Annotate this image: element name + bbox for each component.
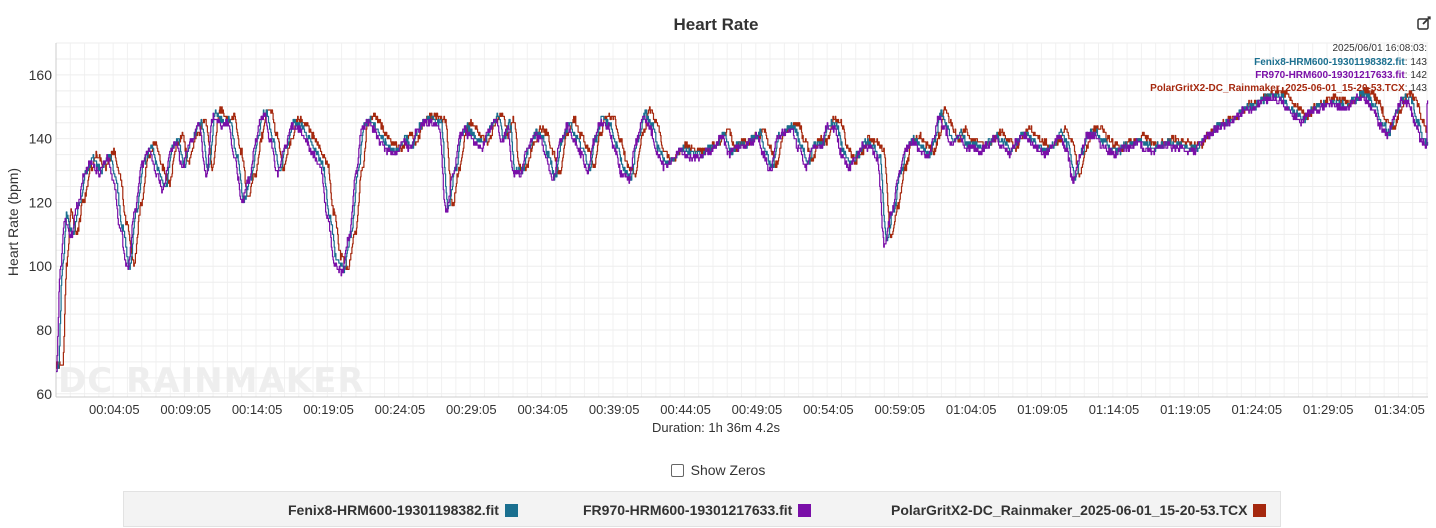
y-axis-label: Heart Rate (bpm) [5, 168, 21, 276]
y-tick-label: 120 [29, 194, 53, 210]
show-zeros-checkbox[interactable] [670, 464, 684, 477]
legend-swatch-polargritx2 [1253, 504, 1267, 517]
tooltip-series-name-2: PolarGritX2-DC_Rainmaker_2025-06-01_15-2… [1150, 83, 1405, 94]
legend-label-polargritx2: PolarGritX2-DC_Rainmaker_2025-06-01_15-2… [891, 502, 1248, 518]
x-tick-label: 01:09:05 [1017, 402, 1068, 417]
x-tick-label: 01:24:05 [1232, 402, 1283, 417]
x-tick-label: 00:14:05 [232, 402, 283, 417]
x-tick-label: 00:09:05 [160, 402, 211, 417]
chart-grid [55, 42, 1428, 398]
y-tick-label: 160 [29, 67, 53, 83]
x-tick-label: 00:34:05 [517, 402, 568, 417]
x-tick-label: 00:54:05 [803, 402, 854, 417]
x-axis-ticks: 00:04:05 00:09:05 00:14:05 00:19:05 00:24:05… [89, 402, 1425, 417]
x-tick-label: 01:14:05 [1089, 402, 1140, 417]
x-tick-label: 00:39:05 [589, 402, 640, 417]
series-line-1[interactable] [56, 93, 1429, 373]
x-axis-label: Duration: 1h 36m 4.2s [652, 420, 780, 435]
hover-tooltip: 2025/06/01 16:08:03: Fenix8-HRM600-19301… [1150, 43, 1427, 94]
legend-label-fr970: FR970-HRM600-19301217633.fit [583, 502, 793, 518]
x-tick-label: 00:19:05 [303, 402, 354, 417]
tooltip-value-1: 142 [1410, 70, 1427, 81]
legend-item-fenix8[interactable]: Fenix8-HRM600-19301198382.fit [288, 502, 518, 518]
tooltip-row-0: Fenix8-HRM600-19301198382.fit: 143 [1254, 57, 1427, 68]
x-tick-label: 01:29:05 [1303, 402, 1354, 417]
tooltip-value-0: 143 [1410, 57, 1427, 68]
x-tick-label: 00:59:05 [874, 402, 925, 417]
series-lines[interactable] [56, 87, 1429, 373]
tooltip-series-name-1: FR970-HRM600-19301217633.fit [1255, 70, 1405, 81]
legend-swatch-fr970 [798, 504, 812, 517]
x-tick-label: 01:34:05 [1374, 402, 1425, 417]
legend-item-fr970[interactable]: FR970-HRM600-19301217633.fit [583, 502, 812, 518]
tooltip-time: 2025/06/01 16:08:03: [1332, 43, 1427, 54]
tooltip-row-1: FR970-HRM600-19301217633.fit: 142 [1255, 70, 1427, 81]
x-tick-label: 01:04:05 [946, 402, 997, 417]
x-tick-label: 00:04:05 [89, 402, 140, 417]
show-zeros-control[interactable]: Show Zeros [0, 462, 1436, 478]
legend-item-polargritx2[interactable]: PolarGritX2-DC_Rainmaker_2025-06-01_15-2… [891, 502, 1267, 518]
x-tick-label: 00:49:05 [732, 402, 783, 417]
tooltip-series-name-0: Fenix8-HRM600-19301198382.fit [1254, 57, 1405, 68]
legend-label-fenix8: Fenix8-HRM600-19301198382.fit [288, 502, 499, 518]
chart-title: Heart Rate [673, 15, 758, 34]
x-tick-label: 00:29:05 [446, 402, 497, 417]
y-axis-ticks: 60 80 100 120 140 160 [29, 67, 53, 402]
y-tick-label: 80 [36, 322, 52, 338]
legend-swatch-fenix8 [504, 504, 518, 517]
y-tick-label: 100 [29, 258, 53, 274]
chart-legend: Fenix8-HRM600-19301198382.fit FR970-HRM6… [123, 491, 1281, 527]
heart-rate-chart: DC RAINMAKER Heart Rate Heart Rate (bpm)… [5, 15, 1429, 435]
y-tick-label: 140 [29, 131, 53, 147]
edit-icon[interactable] [1417, 16, 1431, 30]
x-tick-label: 00:24:05 [375, 402, 426, 417]
watermark: DC RAINMAKER [58, 361, 365, 401]
tooltip-row-2: PolarGritX2-DC_Rainmaker_2025-06-01_15-2… [1150, 83, 1427, 94]
show-zeros-label: Show Zeros [690, 462, 766, 478]
x-tick-label: 00:44:05 [660, 402, 711, 417]
x-tick-label: 01:19:05 [1160, 402, 1211, 417]
tooltip-value-2: 143 [1410, 83, 1427, 94]
y-tick-label: 60 [36, 386, 52, 402]
